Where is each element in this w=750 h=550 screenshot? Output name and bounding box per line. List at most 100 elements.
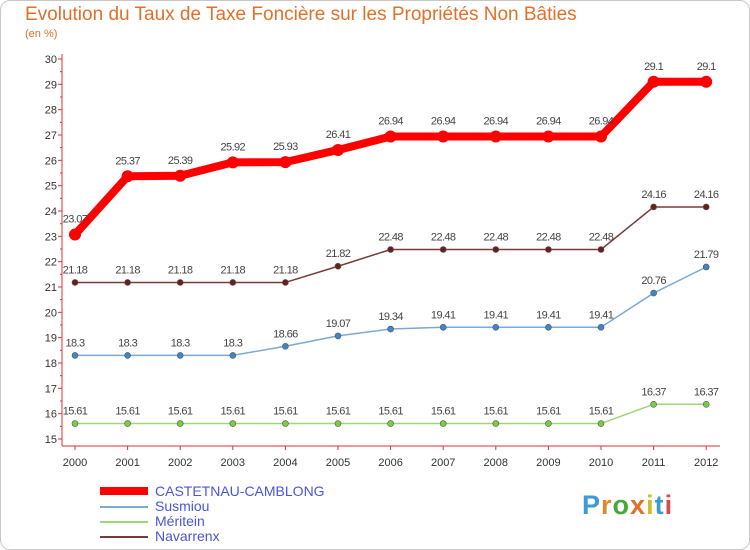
data-point [124,279,131,286]
data-label: 19.41 [589,309,614,321]
data-point [71,279,79,286]
data-label: 21.79 [694,249,719,261]
data-label: 20.76 [641,275,666,287]
data-label: 15.61 [431,406,456,418]
data-point [597,323,605,331]
data-point [650,203,657,211]
data-point [492,246,500,253]
legend-swatch-susmiou [100,506,148,508]
data-label: 26.94 [536,116,561,128]
data-point [229,279,237,286]
data-label: 24.16 [694,189,719,201]
x-tick-label: 2002 [168,457,192,469]
y-tick-label: 19 [45,333,57,345]
data-point [702,203,710,211]
data-point [282,279,289,286]
data-label: 21.18 [168,264,193,276]
data-point [595,130,607,143]
logo-letter: t [654,490,665,520]
data-label: 15.61 [378,406,403,418]
legend-swatch-castetnau [100,487,148,495]
data-point [387,420,394,427]
y-tick-label: 23 [45,231,57,243]
data-point [439,420,447,427]
y-tick-label: 21 [45,282,57,294]
data-label: 22.48 [378,232,403,244]
data-label: 26.94 [589,116,614,128]
data-point [334,262,342,270]
logo-letter: i [664,490,674,520]
data-label: 24.16 [641,189,666,201]
data-label: 26.94 [431,116,456,128]
legend-item: Navarrenx [100,528,400,544]
x-tick-label: 2003 [221,457,245,469]
data-label: 23.07 [63,214,88,226]
data-label: 15.61 [536,406,561,418]
chart-title: Evolution du Taux de Taxe Foncière sur l… [25,4,577,25]
data-label: 15.61 [168,406,193,418]
x-tick-label: 2011 [642,457,666,469]
y-tick-label: 17 [45,383,57,395]
y-tick-label: 18 [45,358,57,370]
legend-label-castetnau: CASTETNAU-CAMBLONG [155,483,325,499]
data-label: 18.66 [273,328,298,340]
legend-item: Susmiou [100,498,400,514]
data-point [492,323,500,331]
logo-letter: P [582,490,602,520]
data-label: 22.48 [536,232,561,244]
data-point [650,400,657,408]
y-tick-label: 15 [45,434,57,446]
data-label: 15.61 [273,406,298,418]
data-label: 21.18 [115,264,140,276]
y-tick-label: 25 [45,181,57,193]
chart-legend: CASTETNAU-CAMBLONG Susmiou Méritein Nava… [100,483,400,544]
data-label: 15.61 [115,406,140,418]
data-point [229,420,237,427]
data-label: 18.3 [171,337,190,349]
data-point [597,420,605,427]
x-tick-label: 2007 [431,457,455,469]
data-label: 25.92 [221,141,246,153]
data-label: 26.41 [326,129,351,141]
data-point [334,332,342,340]
y-tick-label: 20 [45,307,57,319]
x-tick-label: 2004 [273,457,297,469]
logo-letter: x [630,490,647,520]
logo-letter: i [646,490,655,520]
data-label: 22.48 [484,232,509,244]
data-point [69,228,81,241]
data-label: 25.93 [273,141,298,153]
data-label: 18.3 [118,337,137,349]
data-label: 21.18 [221,264,246,276]
data-point [545,323,552,331]
data-label: 22.48 [589,232,614,244]
data-label: 19.34 [378,311,403,323]
data-label: 16.37 [641,386,666,398]
data-point [176,420,184,427]
data-point [437,130,450,143]
legend-swatch-navarrenx [100,536,148,538]
data-label: 25.39 [168,155,193,167]
x-tick-label: 2012 [694,457,718,469]
data-label: 25.37 [115,155,140,167]
y-tick-label: 16 [45,409,57,421]
data-label: 29.1 [644,61,663,73]
legend-label-susmiou: Susmiou [155,498,210,514]
data-point [71,352,79,359]
logo-letter: o [612,490,631,520]
data-point [439,246,447,253]
data-point [387,325,394,333]
data-label: 19.41 [431,309,456,321]
data-point [282,342,289,350]
y-tick-label: 27 [45,130,57,142]
legend-item: CASTETNAU-CAMBLONG [100,483,400,499]
data-point [226,156,239,169]
data-point [545,420,552,427]
x-tick-label: 2000 [63,457,87,469]
data-label: 15.61 [326,406,351,418]
x-tick-label: 2001 [115,457,139,469]
legend-swatch-meritein [100,521,148,523]
data-point [332,143,344,156]
